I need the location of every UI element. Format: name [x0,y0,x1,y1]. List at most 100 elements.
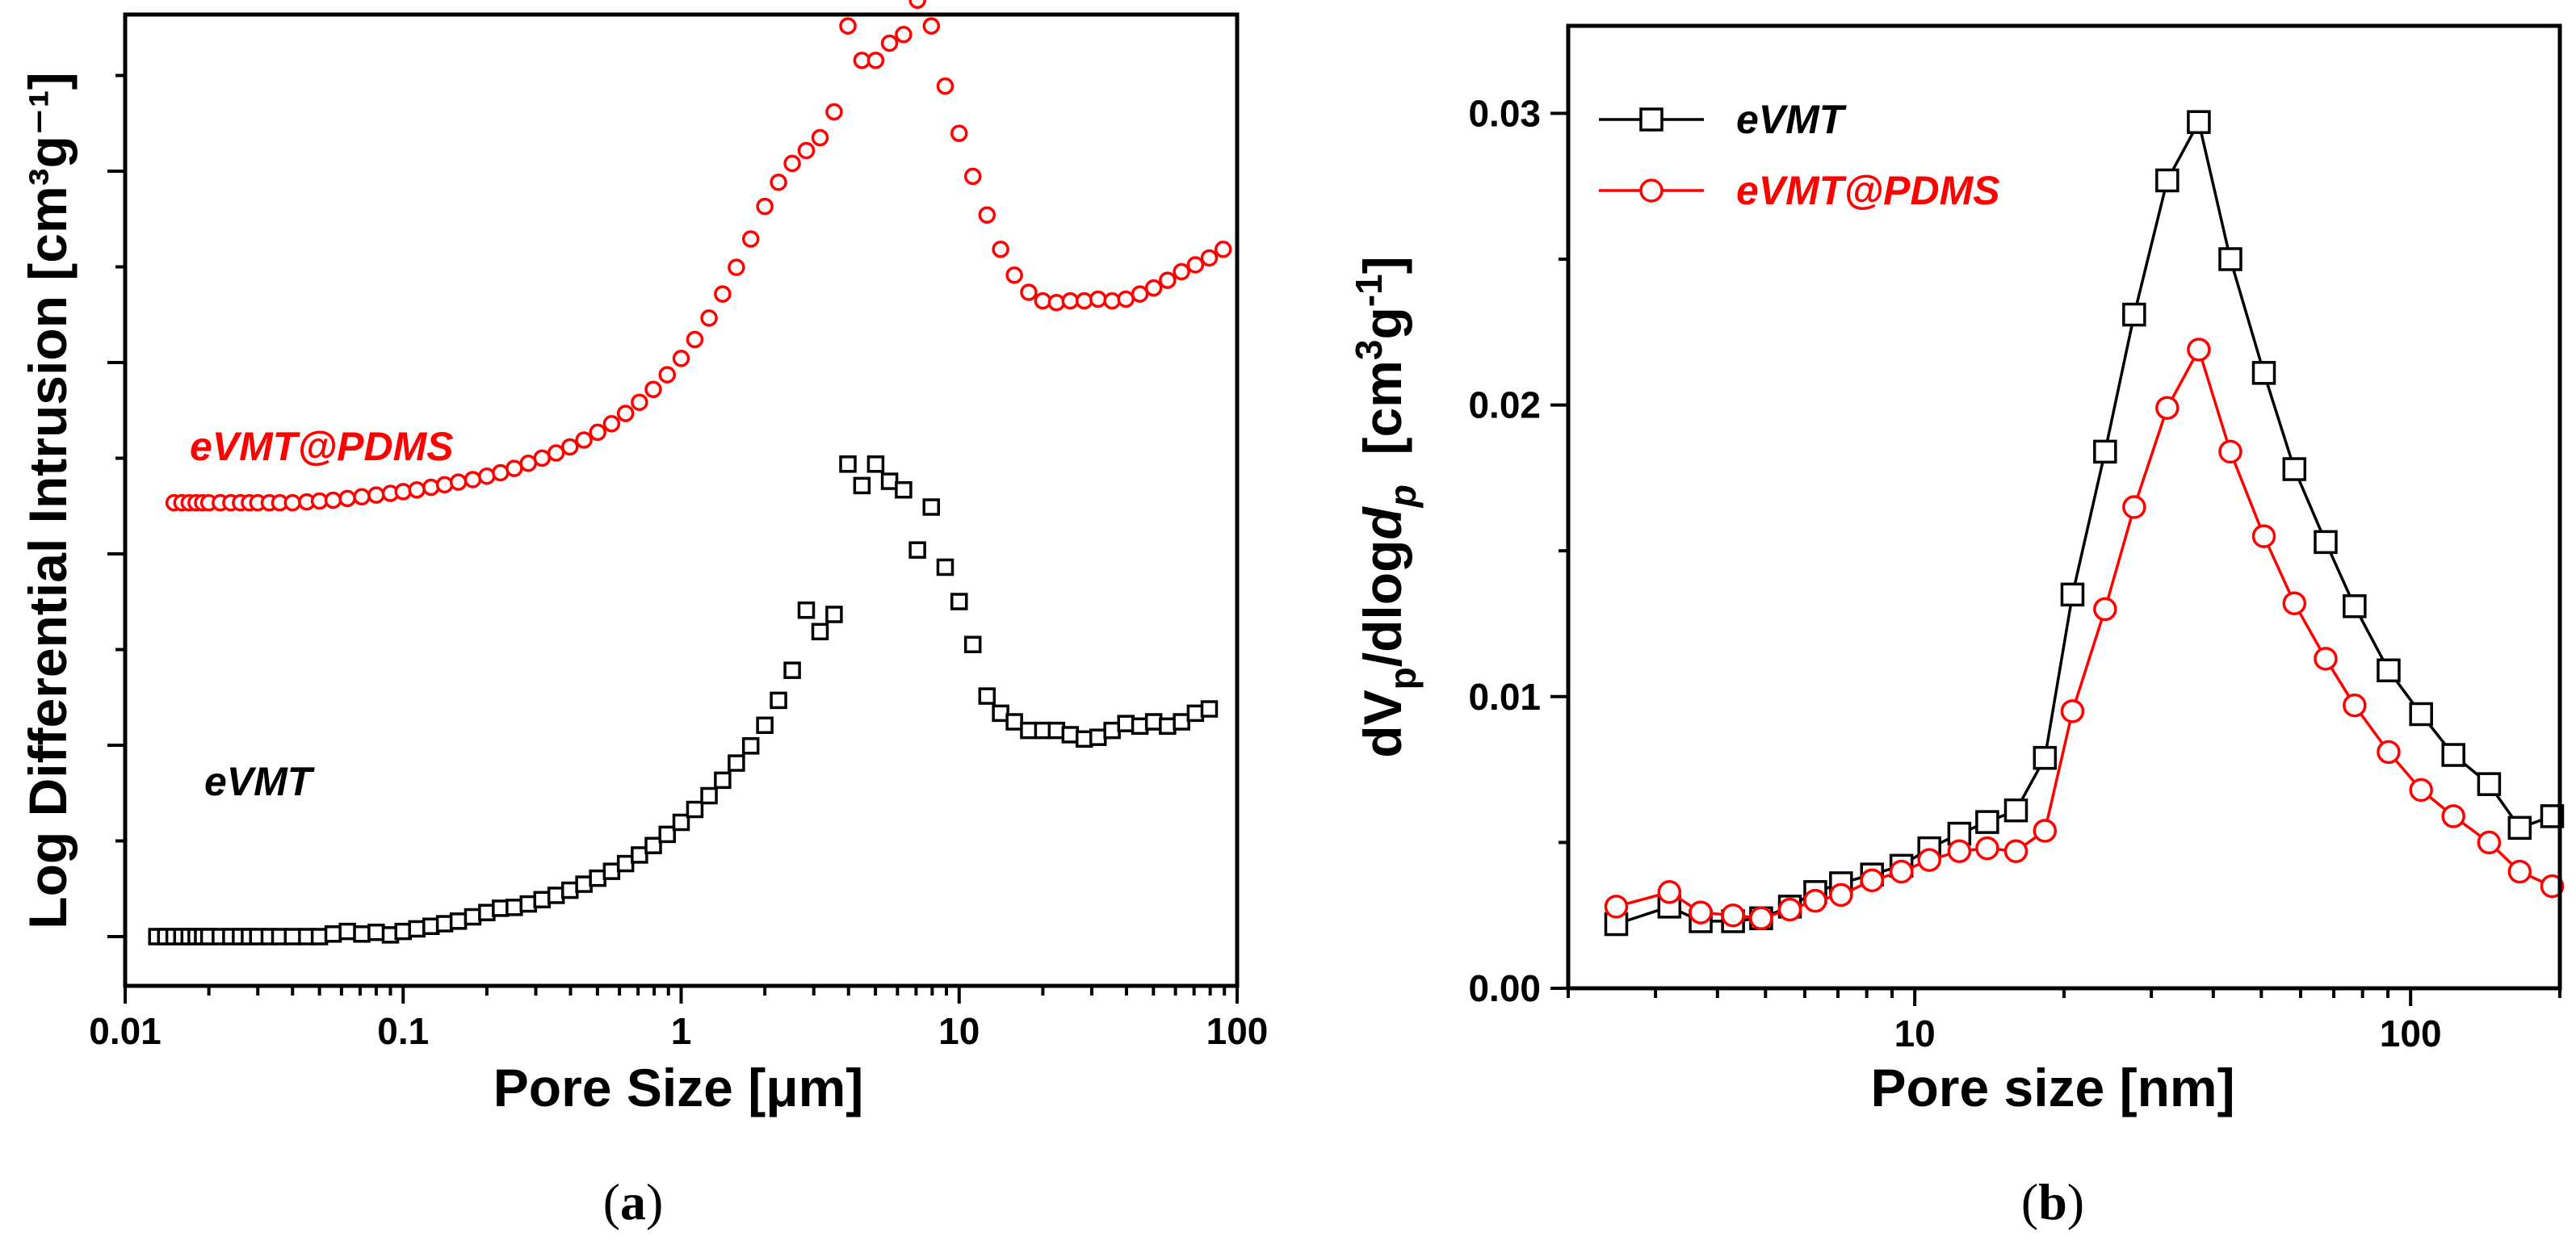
panel-a-data-point [1103,291,1121,310]
panel-b-legend-entry: eVMT@PDMS [1599,168,2000,213]
panel-a-data-point [756,716,774,735]
panel-b-data-point [2033,819,2058,843]
panel-b-x-tick-label: 10 [1894,1013,1936,1054]
panel-a-data-point [1117,715,1135,732]
panel-a-data-point [1117,290,1135,308]
panel-a-chart: 0.01 0.1 1 10 100 Pore Size [μm] Log Differe… [18,0,1268,1231]
panel-a-data-point [1034,291,1052,310]
panel-a-data-point [394,483,412,501]
panel-b-data-point [2477,772,2502,796]
panel-a-data-point [575,431,593,449]
panel-a-data-point [895,26,913,44]
panel-b-data-point [1917,848,1941,872]
ylabel-superscript: -1 [1348,274,1390,307]
panel-b-y-tick-label: 0.01 [1468,676,1541,718]
panel-a-data-point [408,920,426,938]
panel-b-x-tick-label: 100 [2380,1013,2442,1054]
panel-a-data-point [449,912,468,930]
panel-b-data-point [2377,658,2401,683]
panel-a-data-point [1144,279,1163,297]
panel-a-data-point [1089,290,1107,308]
panel-a-data-point [825,606,843,623]
panel-a-data-point [992,241,1009,258]
panel-a-data-point [1200,700,1219,718]
panel-a-data-point [616,854,635,873]
panel-b-data-point [2507,815,2532,841]
ylabel-part: [cm [1353,360,1412,484]
ylabel-part: ] [1353,256,1412,274]
panel-b-data-point [2441,743,2465,767]
panel-a-data-point [422,478,440,497]
panel-a-data-point [631,393,648,411]
panel-a-data-point [589,869,606,887]
panel-a-data-point [700,309,718,327]
panel-a-data-point [908,0,926,9]
panel-a-data-point [408,480,426,499]
panel-a-data-point [575,875,593,893]
panel-b-data-point [2003,839,2028,863]
panel-b-data-point [2251,524,2276,548]
panel-a-data-point [464,471,482,488]
panel-b-data-point [1777,897,1802,922]
panel-b-data-point [2409,778,2433,803]
panel-a-data-point [353,488,371,505]
panel-b-data-point [2251,361,2276,385]
panel-a-data-point [797,141,816,160]
panel-a-data-point [963,167,982,186]
panel-b-legend-label: eVMT [1736,97,1848,142]
panel-a-data-point [616,405,635,422]
panel-a-data-point [1200,249,1219,267]
ylabel-part: d [1353,506,1412,540]
panel-b-data-point [1657,880,1682,904]
panel-a-annotation-evmt-pdms: eVMT@PDMS [190,424,454,469]
panel-a-data-point [672,350,690,367]
panel-a-data-point [839,17,857,35]
panel-a-data-point [783,154,801,173]
panel-b-data-point [2003,798,2028,823]
panel-a-data-point [700,786,718,805]
panel-b-data-point [2122,302,2146,327]
panel-a-data-point [950,593,968,610]
panel-b-data-point [2093,597,2117,622]
panel-a-data-point [589,423,606,442]
panel-a-data-point [283,928,302,945]
panel-b-data-point [2377,740,2401,765]
panel-a-data-point [866,51,885,69]
panel-a-data-point [811,623,829,641]
panel-a-data-point [741,230,760,248]
panel-a-x-tick-label: 0.01 [89,1010,162,1052]
panel-a-x-axis: 0.01 0.1 1 10 100 [89,986,1268,1052]
panel-a-data-point [644,836,662,854]
panel-a-data-point [478,467,496,485]
panel-a-caption: (a) [603,1173,664,1231]
panel-a-data-point [978,687,996,705]
panel-b-legend-entry: eVMT [1599,97,1848,142]
panel-a-data-point [686,330,704,349]
panel-b-data-point [2314,530,2338,555]
panel-a-data-point [728,754,745,772]
panel-a-data-point [338,922,356,941]
panel-b-y-axis-title: dVp/dlogdp [cm3g-1] [1348,256,1424,757]
panel-a-data-point [895,480,913,499]
panel-a-data-point [880,472,899,490]
panel-a-data-point [922,17,941,35]
panel-a-data-point [1005,266,1023,284]
panel-a-data-point [839,455,857,473]
panel-b-data-point [2218,247,2242,271]
panel-b-data-point [2282,591,2307,615]
panel-a-data-point [1061,291,1080,310]
panel-a-data-point [825,103,843,121]
panel-a-data-point [1005,713,1023,731]
panel-b-x-axis-title: Pore size [nm] [1870,1058,2234,1117]
panel-b-data-point [2507,859,2532,884]
panel-b-data-point [2060,699,2085,723]
panel-a-data-point [963,635,982,653]
panel-b-data-point [1889,859,1914,884]
panel-b-data-point [2343,594,2367,618]
panel-a-data-point [435,476,454,494]
panel-a-data-point [658,366,676,384]
panel-a-data-point [1186,256,1205,274]
panel-b-caption: (b) [2021,1173,2084,1231]
panel-a-data-point [367,923,385,941]
panel-a-annotation-evmt: eVMT [204,759,316,804]
